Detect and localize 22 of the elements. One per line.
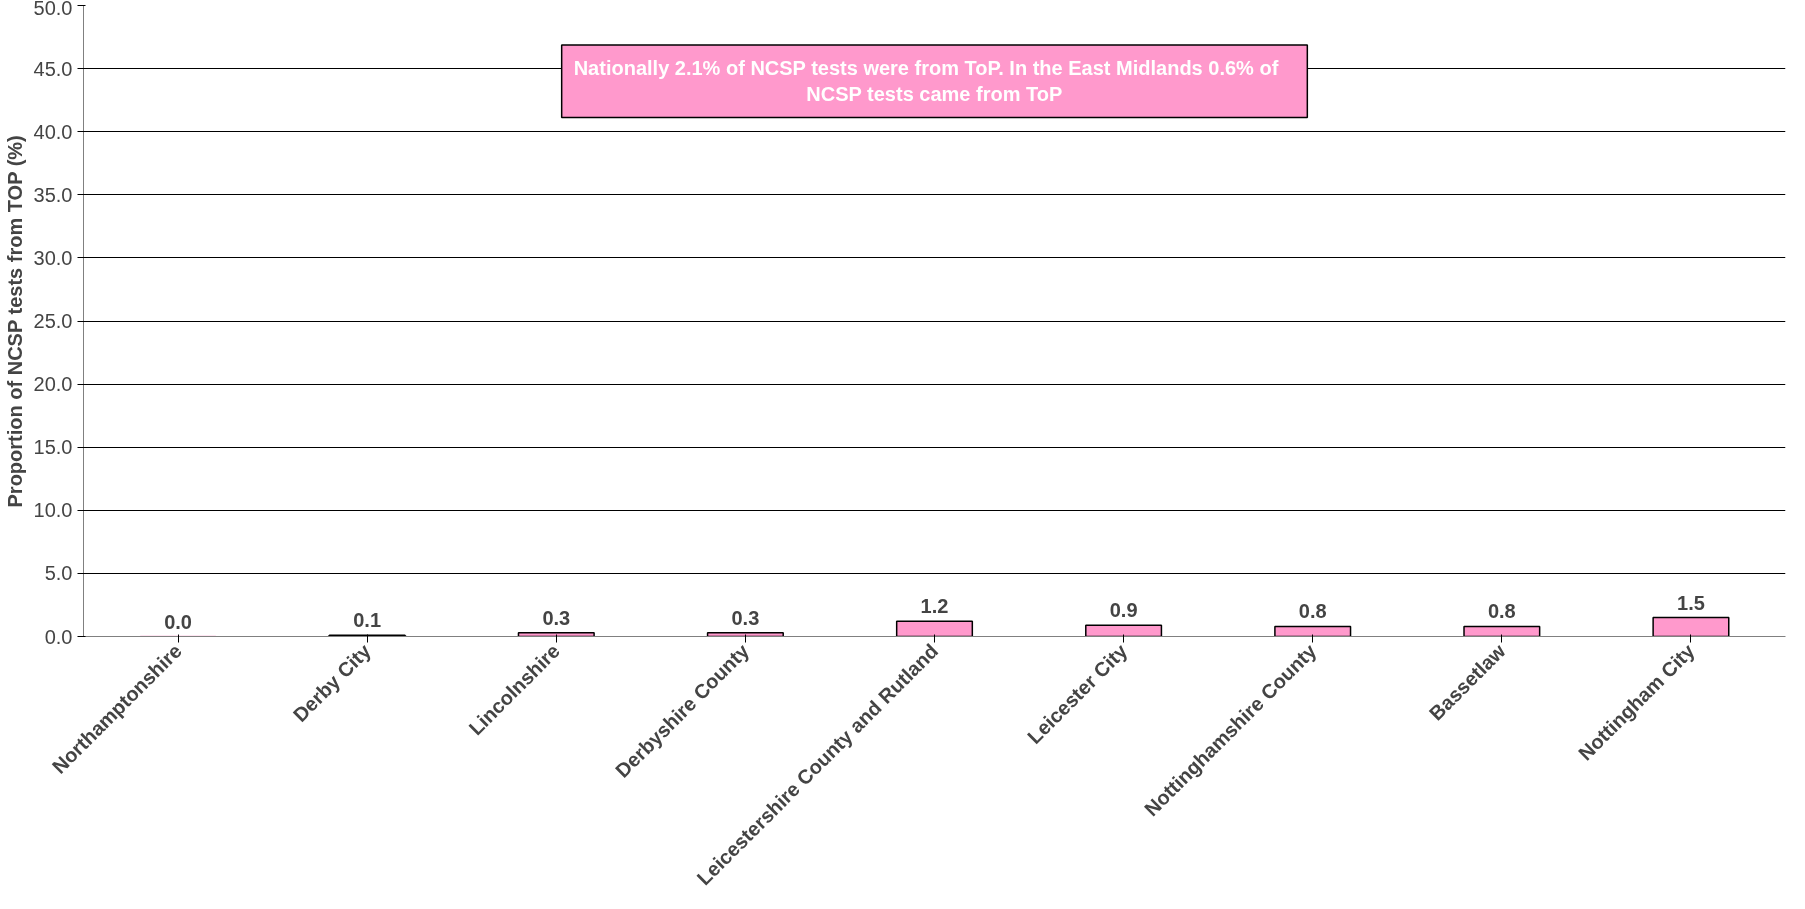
y-tick-label: 5.0 (44, 562, 73, 585)
data-label: 0.8 (1487, 600, 1516, 623)
y-tick-label: 45.0 (33, 57, 73, 80)
y-tick-label: 25.0 (33, 310, 73, 332)
y-tick-label: 0.0 (44, 625, 73, 648)
data-label: 0.8 (1298, 600, 1327, 623)
annotation: Nationally 2.1% of NCSP tests were from ToP. In the East Midlands 0.6% of NCSP tests came from ToP (573, 57, 1279, 106)
data-label: 0.0 (164, 610, 192, 633)
y-tick-label: 15.0 (33, 436, 73, 459)
data-label: 1.2 (920, 595, 949, 618)
data-label: 0.9 (1109, 599, 1138, 622)
data-label: 0.3 (542, 606, 571, 629)
data-label: 0.1 (353, 609, 382, 632)
y-tick-label: 40.0 (33, 120, 73, 143)
y-tick-label: 30.0 (33, 246, 73, 269)
y-tick-label: 50.0 (33, 0, 73, 19)
y-tick-label: 10.0 (33, 499, 73, 522)
y-axis-title: Proportion of NCSP tests from TOP (%) (3, 135, 26, 508)
y-tick-label: 20.0 (33, 373, 73, 396)
y-tick-label: 35.0 (33, 183, 73, 206)
data-label: 0.3 (731, 606, 760, 629)
data-label: 1.5 (1677, 591, 1705, 614)
